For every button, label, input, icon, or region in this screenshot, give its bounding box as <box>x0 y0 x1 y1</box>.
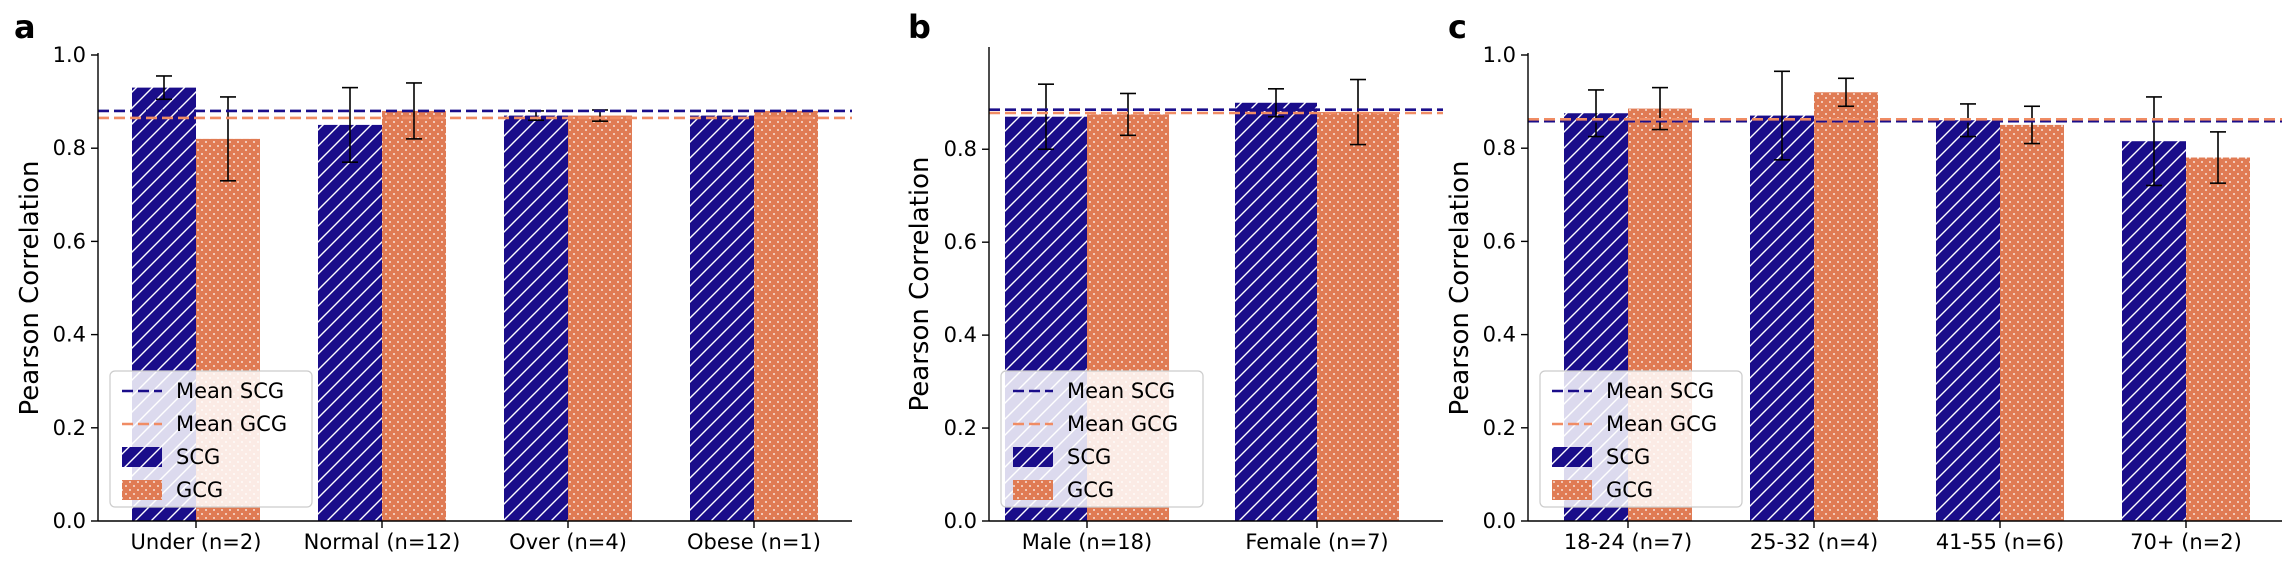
legend-box <box>109 370 313 508</box>
panel-c: c Pearson Correlation 18-24 (n=7) 25-32 (n=… <box>1445 8 2282 554</box>
x-tick-label: 25-32 (n=4) <box>1750 530 1878 554</box>
bar-scg <box>690 115 754 521</box>
y-tick-label: 0.4 <box>53 323 86 347</box>
panel-label: a <box>14 8 36 46</box>
bar-scg <box>1750 115 1814 521</box>
legend-swatch <box>122 447 162 467</box>
y-tick-label: 0.0 <box>1483 509 1516 533</box>
y-tick-label: 0.0 <box>53 509 86 533</box>
legend-swatch <box>1013 447 1053 467</box>
x-tick-label: Female (n=7) <box>1245 530 1388 554</box>
bar-gcg <box>754 110 818 522</box>
x-tick-label: 18-24 (n=7) <box>1564 530 1692 554</box>
y-tick-label: 0.8 <box>1483 136 1516 160</box>
bar-scg <box>1235 102 1317 521</box>
panel-label: c <box>1448 8 1467 46</box>
legend-label: Mean GCG <box>176 412 287 436</box>
y-tick-label: 0.6 <box>1483 229 1516 253</box>
x-tick-label: 70+ (n=2) <box>2130 530 2242 554</box>
bar-gcg <box>382 110 446 522</box>
legend-swatch <box>1552 447 1592 467</box>
y-tick-label: 0.6 <box>944 230 977 254</box>
y-tick-label: 0.2 <box>944 416 977 440</box>
legend: Mean SCG Mean GCG SCG GCG <box>109 370 313 508</box>
y-tick-label: 0.4 <box>944 323 977 347</box>
y-tick-label: 0.4 <box>1483 323 1516 347</box>
y-tick-label: 0.0 <box>944 509 977 533</box>
x-tick-label: Male (n=18) <box>1022 530 1152 554</box>
y-tick-label: 0.8 <box>944 137 977 161</box>
legend-label: GCG <box>1067 478 1114 502</box>
legend-swatch <box>122 480 162 500</box>
y-tick-label: 0.6 <box>53 229 86 253</box>
legend-label: Mean GCG <box>1067 412 1178 436</box>
bar-scg <box>1936 120 2000 522</box>
x-tick-label: Obese (n=1) <box>687 530 821 554</box>
bar-gcg <box>568 115 632 521</box>
y-tick-label: 0.2 <box>1483 416 1516 440</box>
x-tick-label: Over (n=4) <box>509 530 627 554</box>
y-axis-label: Pearson Correlation <box>1445 161 1475 416</box>
legend-label: Mean SCG <box>1067 379 1175 403</box>
y-tick-label: 1.0 <box>1483 43 1516 67</box>
y-tick-label: 0.2 <box>53 416 86 440</box>
panel-b: b Pearson Correlation Male (n=18) Female (n… <box>905 8 1443 554</box>
x-tick-label: 41-55 (n=6) <box>1936 530 2064 554</box>
bar-gcg <box>1317 112 1399 521</box>
legend-label: SCG <box>1606 445 1650 469</box>
y-tick-label: 1.0 <box>53 43 86 67</box>
y-tick-label: 0.8 <box>53 136 86 160</box>
legend: Mean SCG Mean GCG SCG GCG <box>1539 370 1743 508</box>
legend-swatch <box>1552 480 1592 500</box>
legend-box <box>1000 370 1204 508</box>
panel-label: b <box>908 8 931 46</box>
legend-label: SCG <box>1067 445 1111 469</box>
legend-label: GCG <box>176 478 223 502</box>
legend-label: Mean GCG <box>1606 412 1717 436</box>
legend-label: SCG <box>176 445 220 469</box>
bar-gcg <box>2186 157 2250 521</box>
legend-box <box>1539 370 1743 508</box>
y-axis-label: Pearson Correlation <box>905 157 935 412</box>
y-axis-label: Pearson Correlation <box>15 161 45 416</box>
x-tick-label: Under (n=2) <box>131 530 262 554</box>
legend-swatch <box>1013 480 1053 500</box>
x-tick-label: Normal (n=12) <box>304 530 461 554</box>
legend-label: GCG <box>1606 478 1653 502</box>
bar-scg <box>2122 141 2186 521</box>
bar-scg <box>318 124 382 522</box>
bar-scg <box>504 115 568 521</box>
bar-gcg <box>1814 92 1878 521</box>
legend-label: Mean SCG <box>176 379 284 403</box>
panel-a: a Pearson Correlation Under (n=2) Normal (n… <box>14 8 852 554</box>
bar-gcg <box>2000 124 2064 522</box>
legend-label: Mean SCG <box>1606 379 1714 403</box>
legend: Mean SCG Mean GCG SCG GCG <box>1000 370 1204 508</box>
